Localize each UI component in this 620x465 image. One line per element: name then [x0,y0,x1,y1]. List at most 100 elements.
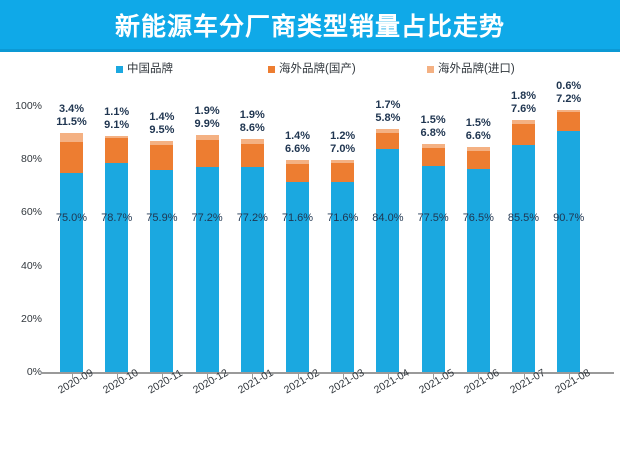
bar-stack[interactable] [466,146,490,372]
bar-segment-overseas-imported[interactable] [240,138,264,144]
bar-segment-overseas-imported[interactable] [60,132,83,142]
data-label-overseas-domestic: 9.1% [104,118,130,131]
bar-segment-overseas-domestic[interactable] [105,138,129,163]
bar-segment-china-brand[interactable] [105,162,129,372]
data-label-overseas-imported: 0.6% [556,80,582,92]
data-label-china-brand: 75.0% [55,212,88,225]
bar-segment-overseas-domestic[interactable] [240,143,264,167]
data-label-overseas-domestic: 5.8% [375,111,401,124]
bar-stack[interactable] [331,159,355,372]
y-axis-tick-label: 40% [20,259,42,272]
bar-segment-china-brand[interactable] [240,166,264,372]
bar-segment-china-brand[interactable] [376,148,400,372]
data-label-overseas-imported: 1.8% [510,89,537,102]
bar-stack[interactable] [557,110,581,372]
bar-segment-china-brand[interactable] [557,130,581,372]
x-axis-tick [523,374,525,379]
data-label-china-brand: 77.2% [191,212,223,225]
x-axis-labels: 2020-09 2020-10 2020-11 2020-12 2021-01 2021-… [0,367,620,430]
header-underline [0,49,620,52]
y-axis-labels: 0% 20% 40% 60% 80% 100% [0,88,42,388]
data-label-overseas-domestic: 9.9% [194,118,220,131]
bar-segment-overseas-domestic[interactable] [195,140,219,167]
x-axis-tick [161,374,163,379]
bar-segment-overseas-domestic[interactable] [286,164,309,182]
bar-stack[interactable] [376,128,400,372]
bar-segment-china-brand[interactable] [512,144,535,372]
data-label-overseas-imported: 1.5% [465,116,491,129]
legend-label-china-brand: 中国品牌 [127,63,173,75]
x-axis-tick [207,374,209,379]
y-axis-tick-label: 100% [15,100,42,112]
y-axis-tick-label: 80% [20,153,42,166]
bar-segment-overseas-imported[interactable] [195,135,219,141]
data-label-china-brand: 78.7% [101,212,133,225]
data-label-overseas-imported: 1.4% [284,130,311,143]
bar-stack[interactable] [421,143,445,372]
legend-label-overseas-imported: 海外品牌(进口) [438,63,515,75]
bar-stack[interactable] [286,160,309,372]
bar-segment-overseas-imported[interactable] [105,135,129,139]
bar-segment-overseas-domestic[interactable] [512,124,535,145]
bar-segment-overseas-imported[interactable] [557,110,581,112]
bar-segment-china-brand[interactable] [331,181,355,372]
bar-stack[interactable] [105,135,129,372]
legend-swatch-china-brand [116,65,123,73]
bar-stack[interactable] [512,119,535,372]
bar-segment-china-brand[interactable] [150,170,174,372]
bar-stack[interactable] [150,141,174,372]
bar-segment-overseas-domestic[interactable] [376,133,400,149]
legend-item-overseas-imported[interactable]: 海外品牌(进口) [427,58,515,80]
y-axis-tick-label: 60% [20,206,42,219]
bar-segment-overseas-domestic[interactable] [421,147,445,166]
legend-label-overseas-domestic: 海外品牌(国产) [279,63,356,75]
x-axis-tick [433,374,435,379]
x-axis-tick [478,374,480,379]
data-label-overseas-imported: 1.7% [375,98,401,111]
bar-segment-china-brand[interactable] [466,168,490,372]
data-label-china-brand: 71.6% [327,212,359,225]
bar-segment-overseas-imported[interactable] [331,159,355,163]
x-axis-tick [252,374,254,379]
bar-stack[interactable] [240,138,264,372]
data-label-china-brand: 71.6% [281,212,314,225]
legend-item-overseas-domestic[interactable]: 海外品牌(国产) [268,58,356,80]
x-axis-tick [297,374,299,379]
bar-segment-overseas-imported[interactable] [286,160,309,164]
y-axis-tick-label: 20% [20,312,42,325]
bar-stack[interactable] [195,135,219,372]
bar-segment-china-brand[interactable] [195,166,219,372]
data-label-china-brand: 75.9% [146,212,178,225]
bar-segment-overseas-domestic[interactable] [331,162,355,182]
data-label-overseas-imported: 3.4% [58,102,85,115]
data-label-overseas-domestic: 6.8% [420,126,446,139]
bar-segment-overseas-imported[interactable] [512,119,535,125]
bar-segment-overseas-imported[interactable] [466,146,490,151]
bar-segment-overseas-imported[interactable] [376,128,400,134]
bar-segment-overseas-imported[interactable] [421,143,445,148]
x-axis-tick [342,374,344,379]
bar-segment-overseas-domestic[interactable] [466,150,490,169]
data-label-china-brand: 77.2% [236,212,268,225]
bar-segment-overseas-domestic[interactable] [150,144,174,171]
bar-segment-overseas-domestic[interactable] [557,111,581,131]
legend-item-china-brand[interactable]: 中国品牌 [116,58,173,80]
data-label-overseas-domestic: 11.5% [56,115,87,128]
data-label-overseas-imported: 1.4% [149,111,175,124]
data-label-china-brand: 90.7% [553,212,585,225]
chart-header-band: 新能源车分厂商类型销量占比走势 [0,0,620,52]
bar-segment-china-brand[interactable] [60,172,83,372]
data-label-overseas-domestic: 9.5% [149,124,175,137]
bar-segment-china-brand[interactable] [286,181,309,372]
legend-swatch-overseas-imported [427,65,434,73]
bar-stack[interactable] [60,132,83,372]
data-label-overseas-imported: 1.5% [420,113,446,126]
data-label-china-brand: 84.0% [372,212,404,225]
bar-segment-overseas-domestic[interactable] [60,141,83,173]
data-label-china-brand: 76.5% [462,212,494,225]
plot-area: 0% 20% 40% 60% 80% 100% 3.4% 11.5% 75.0% 1.1% 9.1… [0,80,620,388]
bar-segment-china-brand[interactable] [421,165,445,372]
data-label-china-brand: 77.5% [417,212,449,225]
bar-segment-overseas-imported[interactable] [150,141,174,145]
x-axis-tick [71,374,73,379]
